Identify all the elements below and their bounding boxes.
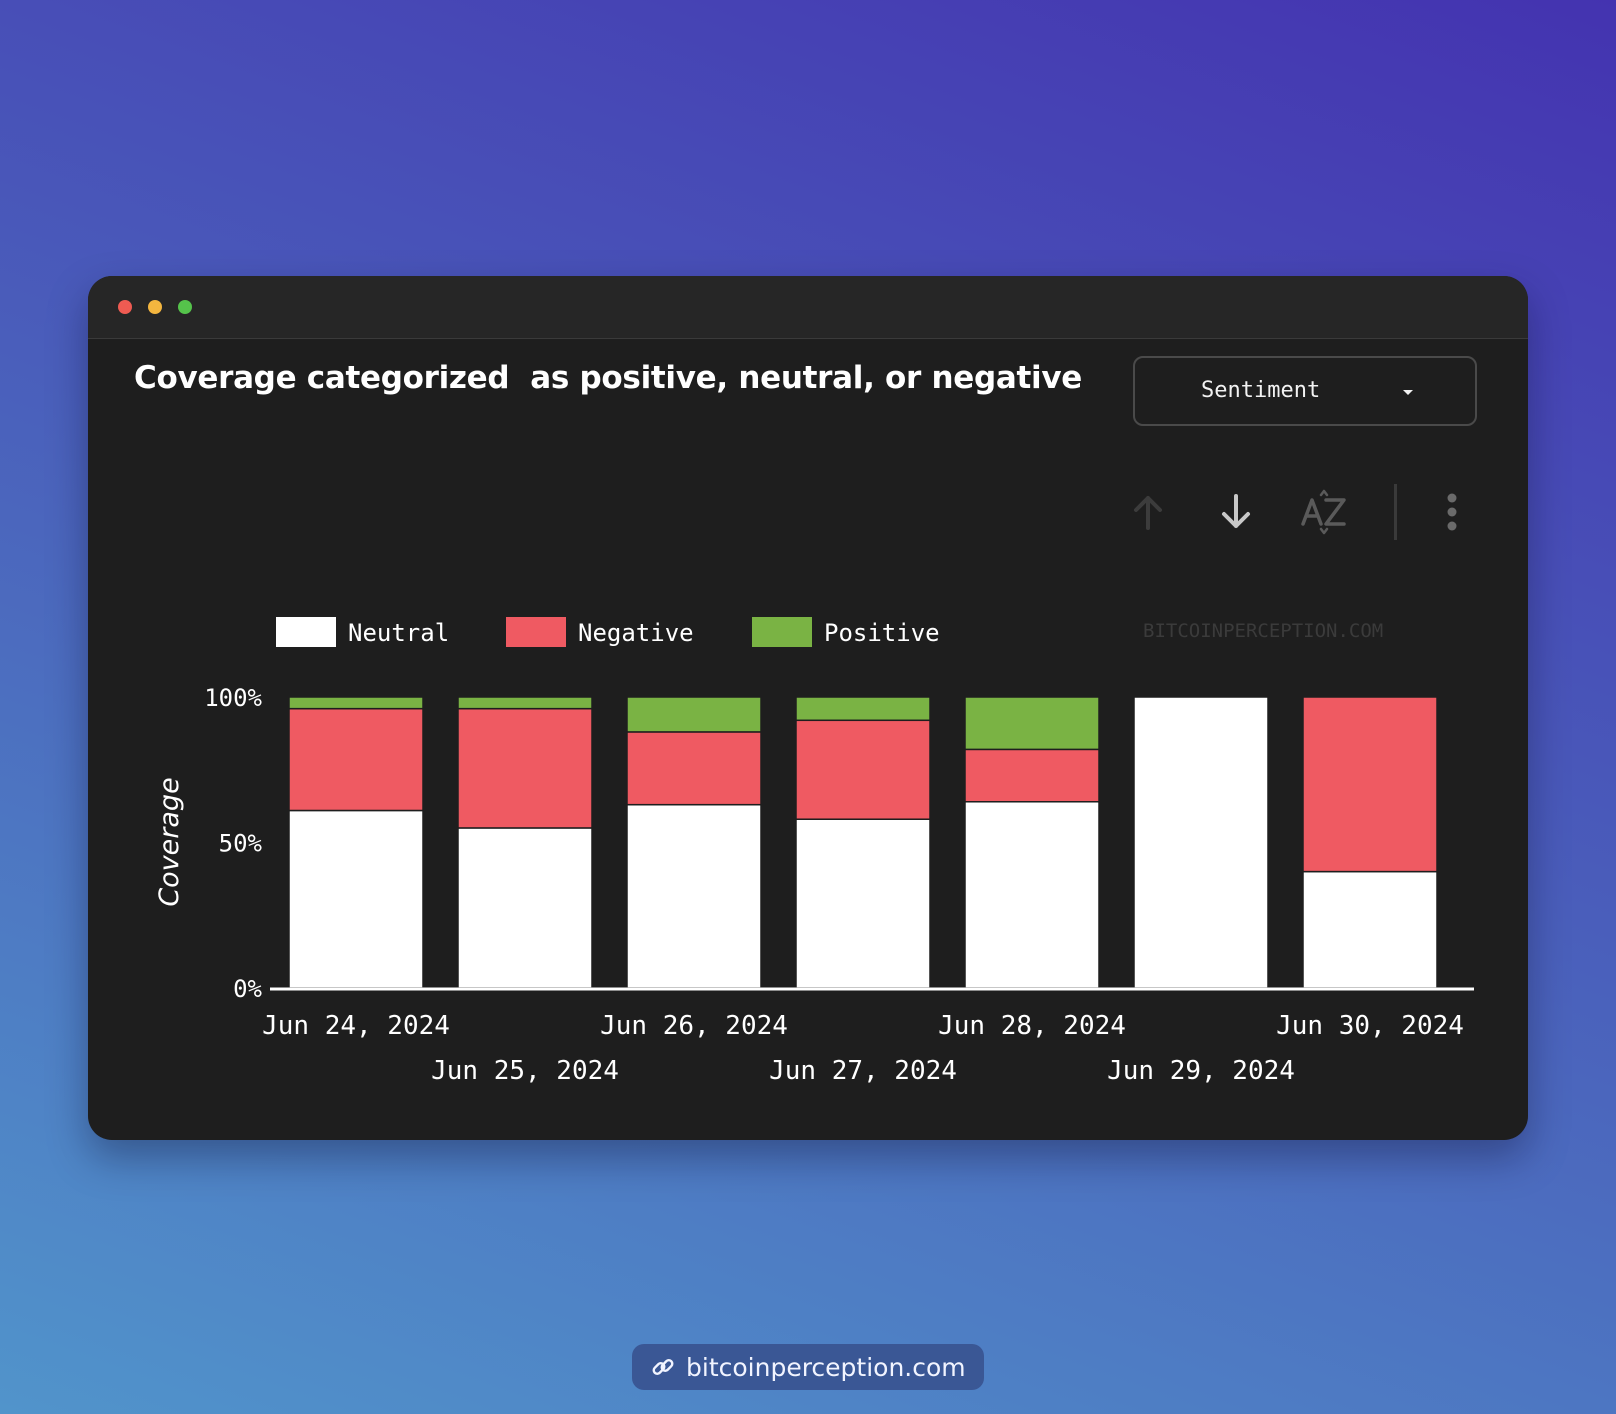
sentiment-chart: Neutral Negative Positive BITCOINPERCEPTION… bbox=[154, 617, 1474, 1086]
bar-negative bbox=[457, 707, 593, 829]
x-tick-label: Jun 27, 2024 bbox=[769, 1056, 957, 1086]
page-title: Coverage categorized as positive, neutra… bbox=[134, 360, 1082, 396]
bar-neutral bbox=[1133, 696, 1269, 989]
bar-negative bbox=[288, 707, 424, 812]
window-titlebar bbox=[88, 276, 1528, 339]
bar-positive bbox=[626, 696, 762, 733]
x-tick-label: Jun 28, 2024 bbox=[938, 1011, 1126, 1041]
watermark-text: BITCOINPERCEPTION.COM bbox=[1143, 620, 1383, 642]
bar-negative bbox=[795, 719, 931, 820]
more-options-button[interactable] bbox=[1428, 488, 1476, 536]
bar-neutral bbox=[288, 809, 424, 989]
x-tick-label: Jun 26, 2024 bbox=[600, 1011, 788, 1041]
maximize-window-button[interactable] bbox=[178, 300, 192, 314]
legend-swatch-neutral bbox=[276, 617, 336, 647]
sort-ascending-button[interactable] bbox=[1124, 488, 1172, 536]
sort-descending-button[interactable] bbox=[1212, 488, 1260, 536]
y-axis-label: Coverage bbox=[154, 777, 185, 906]
bar-neutral bbox=[795, 818, 931, 989]
arrow-up-icon bbox=[1134, 496, 1162, 530]
caret-down-icon bbox=[1403, 390, 1413, 395]
legend-label-neutral: Neutral bbox=[348, 619, 449, 647]
bar-positive bbox=[964, 696, 1100, 751]
sort-az-icon bbox=[1301, 489, 1346, 535]
bar-neutral bbox=[626, 803, 762, 989]
bar-neutral bbox=[1302, 870, 1438, 989]
x-tick-label: Jun 30, 2024 bbox=[1276, 1011, 1464, 1041]
sort-alphabetical-button[interactable] bbox=[1300, 488, 1348, 536]
footer-link-text: bitcoinperception.com bbox=[686, 1352, 966, 1382]
bar-negative bbox=[964, 748, 1100, 803]
metric-dropdown[interactable]: Sentiment bbox=[1133, 356, 1477, 426]
bar-neutral bbox=[964, 801, 1100, 989]
toolbar-divider bbox=[1394, 484, 1397, 540]
close-window-button[interactable] bbox=[118, 300, 132, 314]
bar-negative bbox=[626, 731, 762, 806]
bar-negative bbox=[1302, 696, 1438, 873]
legend-label-negative: Negative bbox=[578, 619, 694, 647]
legend-swatch-negative bbox=[506, 617, 566, 647]
x-tick-label: Jun 25, 2024 bbox=[431, 1056, 619, 1086]
bar-positive bbox=[795, 696, 931, 722]
x-tick-label: Jun 24, 2024 bbox=[262, 1011, 450, 1041]
arrow-down-icon bbox=[1222, 494, 1250, 528]
y-tick-label: 100% bbox=[204, 684, 262, 712]
y-tick-label: 0% bbox=[233, 975, 262, 1003]
footer-link[interactable]: bitcoinperception.com bbox=[632, 1344, 984, 1390]
legend-label-positive: Positive bbox=[824, 619, 940, 647]
legend-swatch-positive bbox=[752, 617, 812, 647]
dropdown-selected-label: Sentiment bbox=[1201, 378, 1321, 403]
x-tick-label: Jun 29, 2024 bbox=[1107, 1056, 1295, 1086]
bar-neutral bbox=[457, 827, 593, 989]
chart-window: Coverage categorized as positive, neutra… bbox=[88, 276, 1528, 1140]
y-tick-label: 50% bbox=[219, 830, 263, 858]
bar-positive bbox=[288, 696, 424, 710]
bar-positive bbox=[457, 696, 593, 710]
link-icon bbox=[652, 1359, 674, 1375]
more-vertical-icon bbox=[1447, 493, 1457, 531]
minimize-window-button[interactable] bbox=[148, 300, 162, 314]
